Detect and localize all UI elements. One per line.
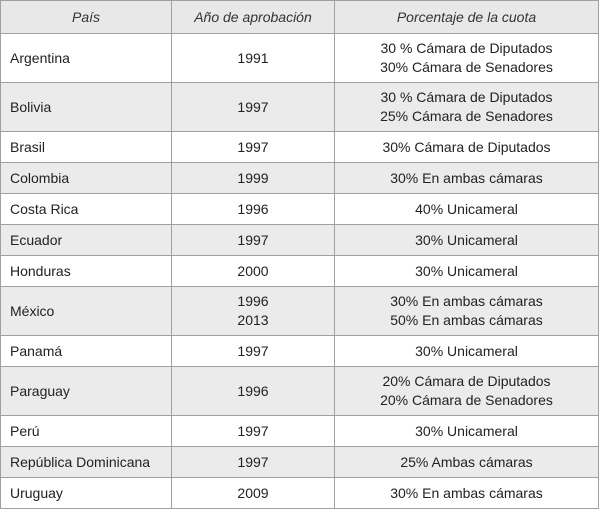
year-cell: 1996 xyxy=(171,193,335,225)
country-cell: Uruguay xyxy=(0,477,172,509)
header-quota: Porcentaje de la cuota xyxy=(334,0,599,34)
year-value: 1996 xyxy=(237,382,269,399)
quota-cell: 30 % Cámara de Diputados 30% Cámara de Se… xyxy=(334,33,599,83)
quota-value: 50% En ambas cámaras xyxy=(390,312,543,328)
quota-value: 30% En ambas cámaras xyxy=(390,170,543,186)
quota-cell: 30% En ambas cámaras xyxy=(334,477,599,509)
year-cell: 1997 xyxy=(171,224,335,256)
quota-value: 30% Cámara de Diputados xyxy=(382,139,551,155)
quota-cell: 30% En ambas cámaras xyxy=(334,162,599,194)
quota-value: 40% Unicameral xyxy=(415,201,518,217)
table-row: Panamá 1997 30% Unicameral xyxy=(0,335,599,367)
quota-value: 25% Ambas cámaras xyxy=(400,454,533,470)
country-cell: Argentina xyxy=(0,33,172,83)
table-row: República Dominicana 1997 25% Ambas cámara… xyxy=(0,446,599,478)
year-value: 1996 xyxy=(237,201,269,217)
quota-value: 30% Cámara de Senadores xyxy=(380,59,553,75)
quota-value: 30% Unicameral xyxy=(415,423,518,439)
year-value: 1996 xyxy=(237,293,269,309)
year-cell: 2000 xyxy=(171,255,335,287)
year-cell: 1997 xyxy=(171,446,335,478)
quota-cell: 20% Cámara de Diputados 20% Cámara de Sen… xyxy=(334,366,599,416)
country-cell: Brasil xyxy=(0,131,172,163)
year-cell: 1997 xyxy=(171,415,335,447)
year-cell: 2009 xyxy=(171,477,335,509)
country-cell: República Dominicana xyxy=(0,446,172,478)
header-row: País Año de aprobación Porcentaje de la … xyxy=(0,0,599,34)
year-cell: 1997 xyxy=(171,335,335,367)
quota-cell: 30% En ambas cámaras 50% En ambas cámaras xyxy=(334,286,599,336)
quota-cell: 30% Unicameral xyxy=(334,335,599,367)
country-cell: Panamá xyxy=(0,335,172,367)
year-cell: 1996 xyxy=(171,366,335,416)
table-row: Ecuador 1997 30% Unicameral xyxy=(0,224,599,256)
quota-cell: 30% Unicameral xyxy=(334,415,599,447)
header-country: País xyxy=(0,0,172,34)
year-value: 1997 xyxy=(237,454,269,470)
quota-cell: 40% Unicameral xyxy=(334,193,599,225)
country-cell: México xyxy=(0,286,172,336)
year-value: 2000 xyxy=(237,263,269,279)
year-cell: 1997 xyxy=(171,82,335,132)
quota-value: 30% Unicameral xyxy=(415,232,518,248)
header-year: Año de aprobación xyxy=(171,0,335,34)
year-value: 1999 xyxy=(237,170,269,186)
year-value: 1997 xyxy=(237,98,269,115)
quota-value: 30% Unicameral xyxy=(415,263,518,279)
quota-value: 30 % Cámara de Diputados xyxy=(380,40,553,56)
year-cell: 1991 xyxy=(171,33,335,83)
table-row: México 1996 2013 30% En ambas cámaras 50% En… xyxy=(0,286,599,336)
table-row: Argentina 1991 30 % Cámara de Diputados 30%… xyxy=(0,33,599,83)
year-value: 1997 xyxy=(237,343,269,359)
country-cell: Paraguay xyxy=(0,366,172,416)
table-row: Paraguay 1996 20% Cámara de Diputados 20% C… xyxy=(0,366,599,416)
year-cell: 1996 2013 xyxy=(171,286,335,336)
year-value: 1997 xyxy=(237,423,269,439)
country-cell: Colombia xyxy=(0,162,172,194)
country-cell: Costa Rica xyxy=(0,193,172,225)
quota-value: 30 % Cámara de Diputados xyxy=(380,89,553,105)
table-row: Honduras 2000 30% Unicameral xyxy=(0,255,599,287)
quota-value: 30% En ambas cámaras xyxy=(390,293,543,309)
year-value: 2009 xyxy=(237,485,269,501)
quota-value: 20% Cámara de Diputados xyxy=(382,373,551,389)
country-cell: Bolivia xyxy=(0,82,172,132)
table-row: Bolivia 1997 30 % Cámara de Diputados 25% C… xyxy=(0,82,599,132)
quota-cell: 30% Unicameral xyxy=(334,224,599,256)
table-row: Colombia 1999 30% En ambas cámaras xyxy=(0,162,599,194)
quota-cell: 30% Unicameral xyxy=(334,255,599,287)
quota-value: 30% En ambas cámaras xyxy=(390,485,543,501)
table-row: Costa Rica 1996 40% Unicameral xyxy=(0,193,599,225)
table-row: Brasil 1997 30% Cámara de Diputados xyxy=(0,131,599,163)
gender-quota-table: País Año de aprobación Porcentaje de la … xyxy=(0,0,599,509)
country-cell: Honduras xyxy=(0,255,172,287)
table-row: Perú 1997 30% Unicameral xyxy=(0,415,599,447)
year-value: 1997 xyxy=(237,232,269,248)
quota-value: 20% Cámara de Senadores xyxy=(380,392,553,408)
quota-cell: 30 % Cámara de Diputados 25% Cámara de Se… xyxy=(334,82,599,132)
quota-value: 25% Cámara de Senadores xyxy=(380,108,553,124)
quota-cell: 25% Ambas cámaras xyxy=(334,446,599,478)
year-cell: 1999 xyxy=(171,162,335,194)
table-row: Uruguay 2009 30% En ambas cámaras xyxy=(0,477,599,509)
year-value: 1991 xyxy=(237,49,269,66)
country-cell: Perú xyxy=(0,415,172,447)
year-value: 2013 xyxy=(237,312,269,328)
quota-cell: 30% Cámara de Diputados xyxy=(334,131,599,163)
quota-value: 30% Unicameral xyxy=(415,343,518,359)
country-cell: Ecuador xyxy=(0,224,172,256)
table-body: Argentina 1991 30 % Cámara de Diputados 30%… xyxy=(0,33,599,509)
year-value: 1997 xyxy=(237,139,269,155)
year-cell: 1997 xyxy=(171,131,335,163)
